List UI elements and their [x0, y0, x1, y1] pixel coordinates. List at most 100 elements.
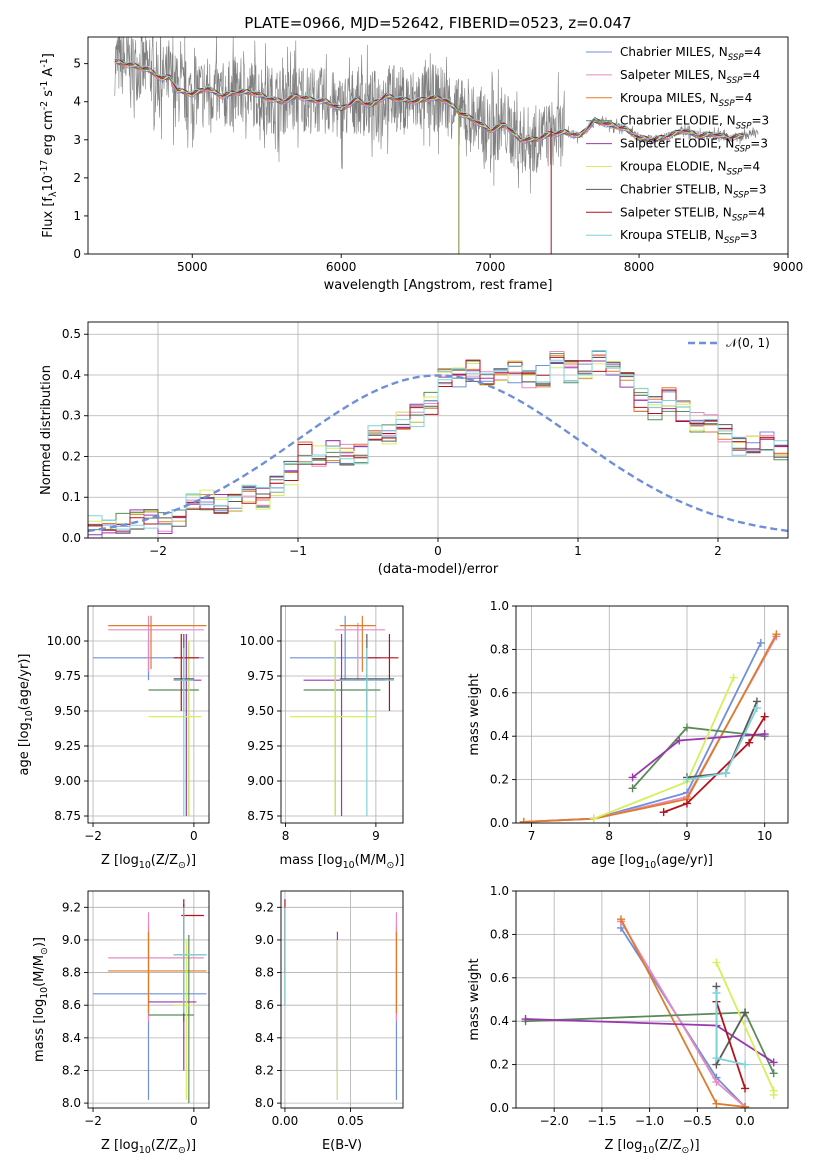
chart-spectrum: 5000 6000 7000 8000 9000 0 1 2 3 4 5 wavelength [An… [39, 14, 803, 293]
plot-area [114, 37, 759, 254]
legend-label: Chabrier STELIB, NSSP=3 [620, 182, 767, 200]
axes-frame [280, 605, 404, 824]
y-tick-label: 8.75 [247, 809, 274, 823]
axes-frame [87, 605, 210, 824]
chart-residuals: −2 −1 0 1 2 0.0 0.1 0.2 0.3 0.4 0.5 (data-model)/er… [39, 321, 789, 577]
y-axis-label: mass [log10​(M/M⊙​)] [32, 937, 50, 1062]
x-tick-label: −1 [289, 544, 307, 558]
y-tick-label: 9.2 [255, 900, 274, 914]
point-marker [752, 703, 761, 712]
point-marker [745, 738, 754, 747]
point-marker [616, 915, 625, 924]
y-tick-label: 9.00 [54, 774, 81, 788]
x-tick-label: 0 [434, 544, 442, 558]
x-tick-label: −1.0 [635, 1114, 664, 1128]
point-marker [712, 1077, 721, 1086]
point-marker [712, 1099, 721, 1108]
series-line [523, 635, 778, 823]
histogram-step [88, 357, 788, 534]
plot-area [521, 915, 778, 1108]
y-tick-label: 0.4 [490, 1014, 509, 1028]
chart-z-weight: −2.0 −1.5 −1.0 −0.5 0.0 0.0 0.2 0.4 0.6 0.8 1.0 Z [… [467, 884, 789, 1156]
point-marker [741, 1102, 750, 1108]
y-tick-label: 9.2 [62, 900, 81, 914]
legend-label: Salpeter ELODIE, NSSP=3 [620, 137, 768, 155]
point-marker [769, 1090, 778, 1099]
x-tick-label: 9 [683, 829, 691, 843]
legend-label: Kroupa STELIB, NSSP=3 [620, 228, 757, 246]
plot-area [284, 899, 398, 1100]
histogram-step [88, 350, 788, 530]
y-tick-label: 1 [73, 209, 81, 223]
x-tick-label: 8 [605, 829, 613, 843]
x-tick-label: 0.05 [337, 1114, 364, 1128]
y-tick-label: 9.75 [54, 669, 81, 683]
axes-overlay: −2 0 8.0 8.2 8.4 8.6 8.8 9.0 9.2 Z [log10​(Z/Z⊙​)… [32, 890, 210, 1156]
point-marker [675, 736, 684, 745]
spectrum-data-line [114, 37, 759, 194]
y-axis-label: mass weight [467, 673, 482, 755]
legend-label: Salpeter STELIB, NSSP=4 [620, 205, 765, 223]
series-line [663, 716, 766, 813]
x-tick-label: 0 [190, 1114, 198, 1128]
axes-frame [87, 890, 210, 1109]
point-marker [712, 988, 721, 997]
y-axis-label: Flux [fλ​10-17​ erg cm-2​ s-1​ A-1​] [39, 53, 59, 238]
y-tick-label: 8.8 [255, 966, 274, 980]
plot-area [93, 899, 207, 1104]
legend-label: Chabrier MILES, NSSP=4 [620, 45, 761, 63]
x-tick-label: 7 [528, 829, 536, 843]
axes-overlay: −2.0 −1.5 −1.0 −0.5 0.0 0.0 0.2 0.4 0.6 0.8 1.0 Z [… [467, 884, 789, 1156]
histogram-step [88, 360, 788, 536]
plot-area [93, 615, 207, 816]
y-tick-label: 0.2 [490, 1058, 509, 1072]
y-tick-label: 8.0 [62, 1096, 81, 1110]
point-marker [589, 814, 598, 823]
legend-label: Kroupa MILES, NSSP=4 [620, 91, 752, 109]
x-tick-label: −0.5 [683, 1114, 712, 1128]
point-marker [772, 630, 781, 639]
axes-frame [515, 890, 789, 1109]
y-tick-label: 0.8 [490, 642, 509, 656]
x-axis-label: E(B-V) [322, 1138, 362, 1153]
x-tick-label: −2 [84, 1114, 102, 1128]
point-marker [628, 784, 637, 793]
y-tick-label: 8.2 [62, 1063, 81, 1077]
y-tick-label: 0.5 [62, 327, 81, 341]
y-tick-label: 0 [73, 247, 81, 261]
point-marker [760, 730, 769, 739]
y-tick-label: 0.0 [490, 816, 509, 830]
x-tick-label: 8000 [624, 260, 655, 274]
series-line [593, 677, 735, 820]
series-line [523, 633, 778, 823]
y-axis-label: age [log10​(age/yr)] [17, 654, 35, 776]
y-tick-label: 0.0 [62, 531, 81, 545]
axes-overlay: −2 0 8.75 9.00 9.25 9.50 9.75 10.00 Z [log10​(Z/… [17, 605, 210, 871]
x-axis-label: age [log10​(age/yr)] [591, 853, 713, 871]
x-tick-label: 5000 [177, 260, 208, 274]
chart-z-mass: −2 0 8.0 8.2 8.4 8.6 8.8 9.0 9.2 Z [log10​(Z/Z⊙​)… [32, 890, 210, 1156]
y-tick-label: 8.6 [62, 998, 81, 1012]
normal-curve [88, 374, 788, 533]
axes-frame [515, 605, 789, 824]
x-axis-label: mass [log10​(M/M⊙​)] [280, 853, 405, 871]
y-tick-label: 9.75 [247, 669, 274, 683]
axes-overlay: −2 −1 0 1 2 0.0 0.1 0.2 0.3 0.4 0.5 (data-model)/er… [39, 321, 789, 577]
y-tick-label: 9.0 [255, 933, 274, 947]
x-tick-label: 0.00 [272, 1114, 299, 1128]
y-tick-label: 9.50 [54, 704, 81, 718]
y-tick-label: 4 [73, 95, 81, 109]
y-tick-label: 10.00 [47, 634, 81, 648]
y-tick-label: 9.0 [62, 933, 81, 947]
spectrum-model-line [114, 57, 744, 140]
point-marker [741, 1060, 750, 1069]
x-axis-label: Z [log10​(Z/Z⊙​)] [604, 1138, 699, 1156]
x-tick-label: −2 [84, 829, 102, 843]
y-tick-label: 1.0 [490, 884, 509, 898]
point-marker [519, 817, 528, 823]
y-tick-label: 0.3 [62, 409, 81, 423]
axes-frame [280, 890, 404, 1109]
y-tick-label: 0.2 [490, 773, 509, 787]
axes-overlay: 7 8 9 10 0.0 0.2 0.4 0.6 0.8 1.0 age [log10​(age/y… [467, 599, 789, 871]
